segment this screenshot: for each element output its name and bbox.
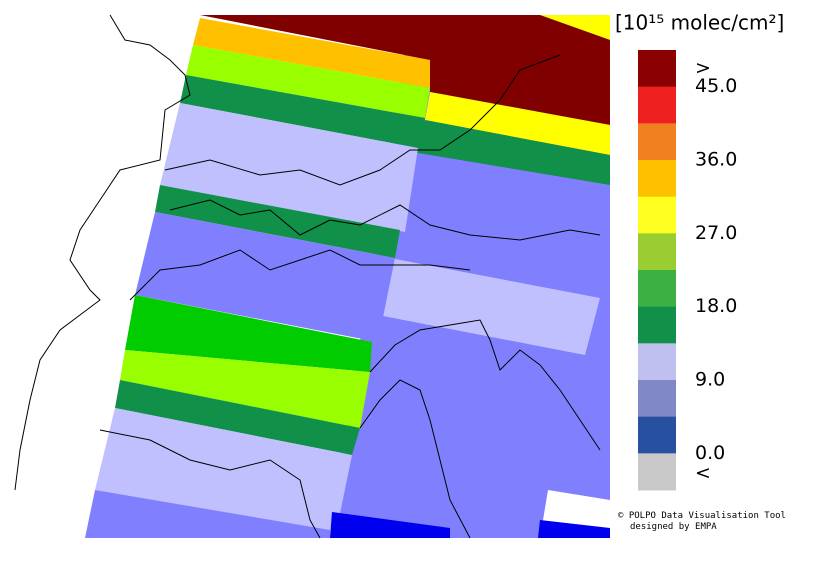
legend-label: 36.0 bbox=[695, 149, 737, 171]
legend-title: [10¹⁵ molec/cm²] bbox=[615, 11, 784, 35]
swath-band bbox=[160, 103, 418, 232]
coast-line bbox=[359, 379, 471, 539]
credit-line: © POLPO Data Visualisation Tool bbox=[618, 511, 786, 521]
legend-swatch bbox=[638, 416, 676, 454]
swath-band bbox=[193, 18, 430, 88]
swath-band bbox=[95, 408, 352, 538]
swath-band bbox=[115, 380, 360, 455]
swath-band bbox=[200, 15, 610, 125]
swath-band bbox=[125, 295, 372, 372]
legend-swatch bbox=[638, 196, 676, 234]
legend-label: > bbox=[695, 57, 711, 79]
legend-label: 45.0 bbox=[695, 75, 737, 97]
border-line bbox=[129, 249, 471, 301]
swath-band bbox=[135, 212, 395, 342]
legend-swatch bbox=[638, 453, 676, 491]
legend-swatch bbox=[638, 270, 676, 308]
legend-label: 0.0 bbox=[695, 442, 725, 464]
legend-swatch bbox=[638, 123, 676, 161]
border-line bbox=[14, 14, 191, 491]
border-line bbox=[164, 54, 561, 186]
swath-band bbox=[425, 92, 610, 155]
legend-label: 27.0 bbox=[695, 222, 737, 244]
legend: >45.0 36.0 27.0 18.0 9.0 0.0< bbox=[638, 50, 737, 491]
legend-swatch bbox=[638, 86, 676, 124]
legend-label: 9.0 bbox=[695, 369, 725, 391]
legend-swatch bbox=[638, 380, 676, 418]
legend-swatch bbox=[638, 343, 676, 381]
legend-label: < bbox=[695, 462, 711, 484]
swath-band bbox=[186, 45, 430, 118]
swath-band bbox=[378, 258, 600, 355]
map bbox=[14, 14, 610, 539]
legend-swatch bbox=[638, 233, 676, 271]
coast-line bbox=[369, 319, 601, 451]
border-line bbox=[169, 199, 601, 241]
legend-swatch bbox=[638, 160, 676, 198]
swath-band bbox=[180, 75, 425, 148]
legend-swatch bbox=[638, 50, 676, 88]
swath-band bbox=[85, 490, 330, 538]
swath-band bbox=[330, 512, 450, 538]
coast-line bbox=[99, 429, 321, 539]
swath-band bbox=[120, 350, 370, 428]
legend-label: 18.0 bbox=[695, 295, 737, 317]
swath-band bbox=[538, 520, 610, 538]
legend-swatch bbox=[638, 306, 676, 344]
credit-line: designed by EMPA bbox=[630, 522, 717, 532]
